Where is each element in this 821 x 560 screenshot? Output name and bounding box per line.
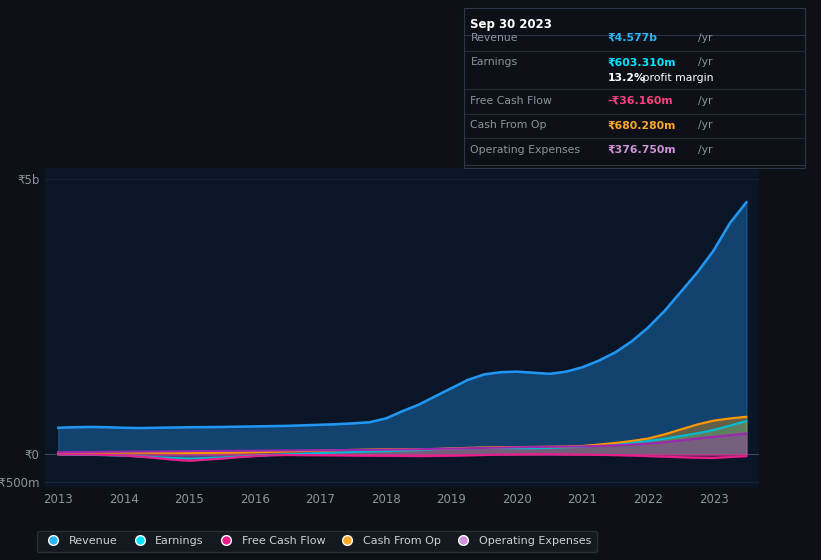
Text: Earnings: Earnings [470,58,517,68]
Text: /yr: /yr [698,120,713,130]
Text: /yr: /yr [698,33,713,43]
Text: Sep 30 2023: Sep 30 2023 [470,17,553,31]
Text: profit margin: profit margin [639,73,713,83]
Text: Operating Expenses: Operating Expenses [470,145,580,155]
Legend: Revenue, Earnings, Free Cash Flow, Cash From Op, Operating Expenses: Revenue, Earnings, Free Cash Flow, Cash … [37,531,597,552]
Text: Revenue: Revenue [470,33,518,43]
Text: /yr: /yr [698,58,713,68]
Text: ₹603.310m: ₹603.310m [608,58,676,68]
Text: /yr: /yr [698,96,713,106]
Text: 13.2%: 13.2% [608,73,645,83]
Text: Free Cash Flow: Free Cash Flow [470,96,553,106]
Text: ₹376.750m: ₹376.750m [608,145,677,155]
Text: ₹4.577b: ₹4.577b [608,33,658,43]
Text: Cash From Op: Cash From Op [470,120,547,130]
Text: /yr: /yr [698,145,713,155]
Text: -₹36.160m: -₹36.160m [608,96,673,106]
Text: ₹680.280m: ₹680.280m [608,120,676,130]
